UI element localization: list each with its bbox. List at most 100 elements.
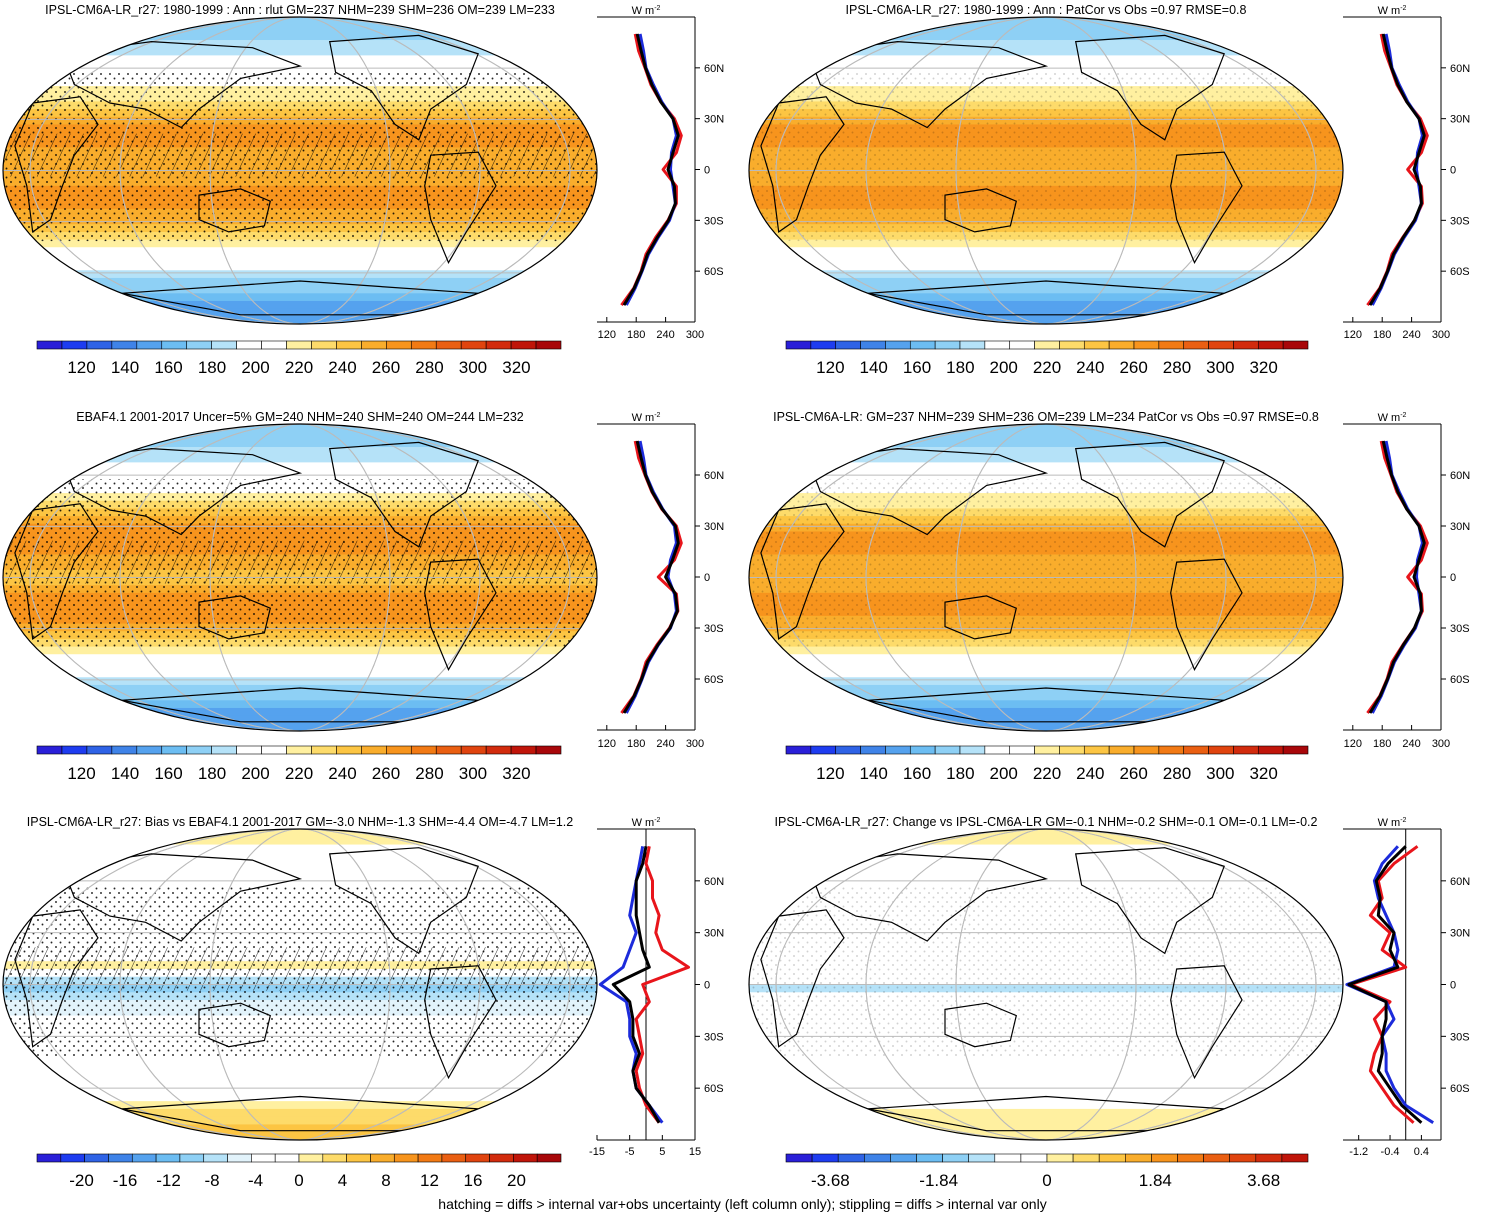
map-band	[3, 454, 597, 464]
colorbar: 120 140 160 180 200 220 240 260 280 300 320	[36, 745, 562, 783]
map-band	[3, 1101, 597, 1110]
colorbar-swatch	[60, 1153, 85, 1163]
colorbar-tick-label: 260	[372, 764, 400, 783]
lat-tick-label: 60S	[704, 674, 724, 686]
colorbar-swatch	[84, 1153, 109, 1163]
colorbar-swatch	[968, 1153, 996, 1163]
colorbar-swatch	[1059, 340, 1085, 350]
lat-tick-label: 30N	[1450, 928, 1470, 940]
colorbar-tick-label: -1.84	[919, 1171, 958, 1190]
map-border	[748, 828, 1344, 1141]
colorbar-tick-label: 0	[1042, 1171, 1051, 1190]
coastline	[198, 188, 272, 233]
colorbar-swatch	[136, 745, 163, 755]
panel-3: EBAF4.1 2001-2017 Uncer=5% GM=240 NHM=24…	[2, 410, 724, 783]
colorbar-tick-label: 280	[1163, 764, 1191, 783]
profile-series-line	[620, 440, 683, 714]
map-band	[749, 1101, 1343, 1110]
profile-x-tick-label: -0.4	[1381, 1146, 1400, 1158]
coastline	[1074, 847, 1225, 955]
map-band	[749, 24, 1343, 34]
map-band	[749, 262, 1343, 272]
colorbar: 120 140 160 180 200 220 240 260 280 300 320	[785, 745, 1309, 783]
map-band	[3, 661, 597, 671]
stippling	[749, 479, 1343, 649]
colorbar-swatch	[1208, 745, 1234, 755]
colorbar-swatch	[361, 745, 387, 755]
colorbar-swatch	[111, 340, 138, 350]
map-band	[749, 700, 1343, 709]
map-band	[749, 1108, 1343, 1118]
graticule-lon	[29, 424, 571, 731]
lat-tick-label: 30S	[1450, 1031, 1470, 1043]
lat-tick-label: 60S	[704, 266, 724, 278]
map-band	[3, 285, 597, 295]
panel-2: IPSL-CM6A-LR_r27: 1980-1999 : Ann : PatC…	[748, 3, 1470, 377]
map-band	[3, 1085, 597, 1095]
coastline	[1074, 441, 1225, 548]
colorbar-swatch	[261, 340, 287, 350]
map-band	[749, 316, 1343, 324]
map-band	[749, 836, 1343, 846]
colorbar-swatch	[311, 745, 337, 755]
map-band	[3, 439, 597, 449]
map-band	[749, 47, 1343, 57]
coastline	[424, 558, 497, 671]
map-band	[749, 293, 1343, 302]
zonal-profile: W m-2 60N 30N 0 30S 60S 120 180 240 300	[1343, 412, 1470, 750]
zonal-profile: W m-2 60N 30N 0 30S 60S -15 -5 5 15	[589, 817, 724, 1158]
colorbar-swatch	[835, 745, 861, 755]
lat-tick-label: 60N	[1450, 470, 1470, 482]
colorbar-tick-label: 4	[338, 1171, 347, 1190]
profile-series-line	[1366, 440, 1429, 714]
colorbar-swatch	[510, 745, 537, 755]
map-band	[3, 239, 597, 249]
map-band	[3, 308, 597, 318]
colorbar-swatch	[1177, 1153, 1204, 1163]
colorbar-tick-label: 320	[1249, 764, 1277, 783]
colorbar-tick-label: 240	[328, 358, 356, 377]
colorbar-swatch	[136, 340, 163, 350]
colorbar-tick-label: 180	[198, 358, 226, 377]
colorbar-tick-label: 200	[989, 764, 1017, 783]
map-band	[3, 707, 597, 717]
colorbar: -3.68 -1.84 0 1.84 3.68	[785, 1153, 1309, 1190]
colorbar-swatch	[211, 745, 237, 755]
colorbar-tick-label: 220	[285, 764, 313, 783]
coastline	[944, 1002, 1018, 1048]
colorbar-tick-label: 0	[294, 1171, 303, 1190]
colorbar-swatch	[410, 340, 437, 350]
profile-x-tick-label: 120	[1344, 329, 1362, 341]
graticule-lon	[775, 829, 1317, 1140]
colorbar-swatch	[959, 745, 986, 755]
colorbar-swatch	[236, 340, 262, 350]
colorbar-swatch	[286, 340, 312, 350]
map-band	[749, 1093, 1343, 1103]
map-band	[749, 277, 1343, 287]
graticule-lon	[119, 829, 481, 1140]
map-band	[749, 1077, 1343, 1087]
lat-tick-label: 30S	[704, 1031, 724, 1043]
lat-tick-label: 0	[1450, 572, 1456, 584]
profile-x-tick-label: 120	[598, 738, 616, 750]
coastline	[328, 34, 479, 141]
map	[3, 17, 597, 324]
map-band	[749, 1124, 1343, 1134]
colorbar-swatch	[785, 340, 812, 350]
map-band	[3, 1108, 597, 1118]
graticule-lon	[955, 829, 1137, 1140]
map-band	[3, 47, 597, 57]
map-band	[3, 852, 597, 862]
colorbar-swatch	[934, 745, 961, 755]
coastline	[944, 595, 1018, 640]
colorbar-swatch	[934, 340, 961, 350]
map-band	[749, 63, 1343, 72]
colorbar-swatch	[860, 340, 886, 350]
lat-tick-label: 30S	[704, 623, 724, 635]
map-band	[749, 462, 1343, 472]
colorbar-swatch	[1009, 340, 1035, 350]
map-band	[749, 860, 1343, 869]
coastline	[807, 447, 1049, 536]
colorbar-swatch	[1072, 1153, 1100, 1163]
map-border	[748, 423, 1344, 732]
